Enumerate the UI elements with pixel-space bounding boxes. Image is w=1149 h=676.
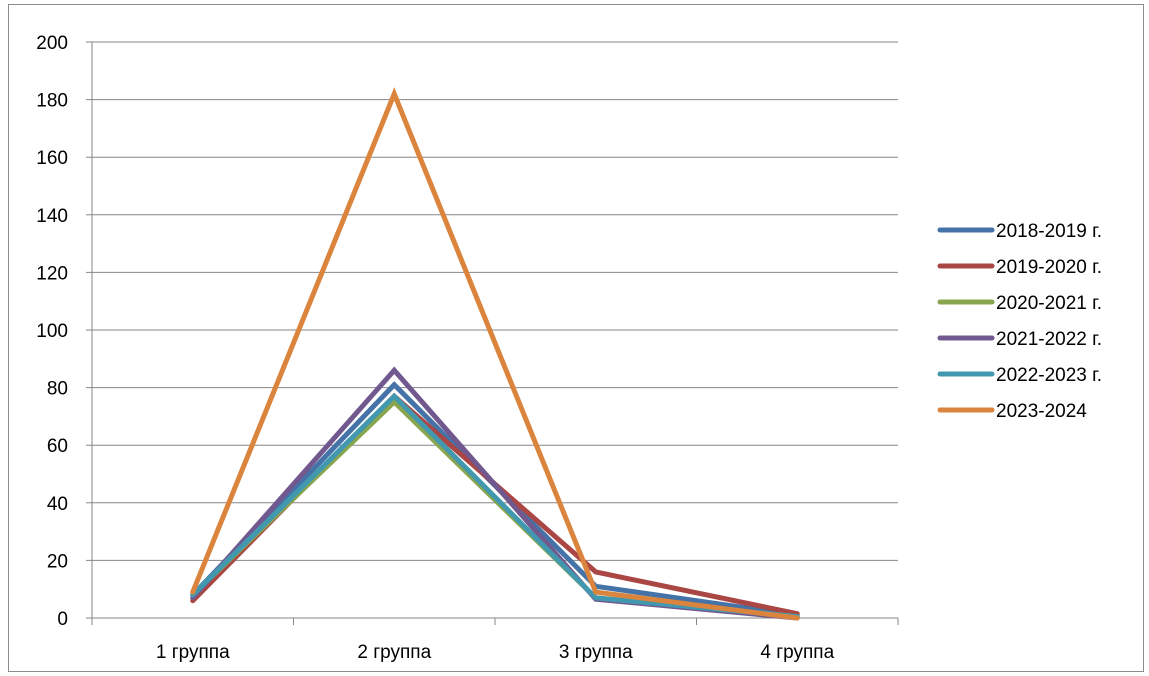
y-tick-label: 120 (36, 263, 68, 284)
x-axis-tick-labels: 1 группа 2 группа 3 группа 4 группа (156, 642, 835, 663)
y-tick-label: 20 (47, 551, 68, 572)
series-line-5 (190, 392, 800, 620)
series-lines (190, 87, 800, 621)
y-tick-label: 140 (36, 206, 68, 227)
y-tick-label: 160 (36, 148, 68, 169)
axes (86, 41, 899, 625)
y-tick-label: 60 (47, 436, 68, 457)
y-tick-label: 180 (36, 91, 68, 112)
legend-label: 2021-2022 г. (996, 329, 1102, 350)
x-tick-label: 1 группа (156, 642, 230, 663)
x-tick-label: 3 группа (559, 642, 633, 663)
series-line-3 (190, 398, 800, 620)
y-tick-label: 200 (36, 33, 68, 54)
y-tick-label: 0 (57, 609, 68, 630)
x-tick-label: 4 группа (760, 642, 834, 663)
x-tick-label: 2 группа (357, 642, 431, 663)
legend: 2018-2019 г. 2019-2020 г. 2020-2021 г. 2021… (937, 221, 1102, 422)
y-axis-tick-labels: 0 20 40 60 80 100 120 140 160 180 200 (36, 33, 68, 630)
y-tick-label: 100 (36, 321, 68, 342)
legend-label: 2023-2024 (996, 401, 1087, 422)
legend-label: 2019-2020 г. (996, 257, 1102, 278)
legend-label: 2020-2021 г. (996, 293, 1102, 314)
y-tick-label: 80 (47, 379, 68, 400)
legend-label: 2022-2023 г. (996, 365, 1102, 386)
legend-label: 2018-2019 г. (996, 221, 1102, 242)
y-tick-label: 40 (47, 494, 68, 515)
series-line-6 (190, 87, 800, 621)
